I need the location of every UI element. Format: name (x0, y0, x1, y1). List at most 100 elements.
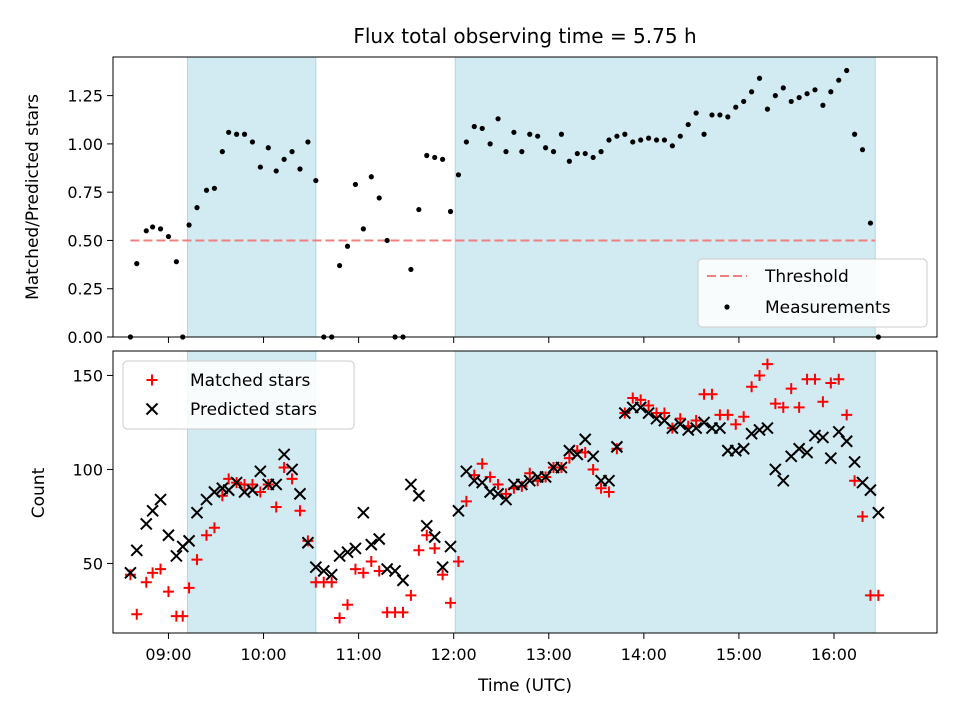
predicted-star-point (270, 478, 283, 491)
measurement-point (535, 133, 541, 139)
matched-star-point (674, 413, 686, 425)
legend-threshold-label: Threshold (764, 267, 849, 287)
matched-star-point (746, 381, 758, 393)
measurement-point (844, 67, 850, 74)
measurement-point (265, 145, 271, 151)
x-axis-label: Time (UTC) (477, 676, 572, 696)
predicted-star-point (325, 568, 338, 581)
measurement-point (376, 195, 382, 201)
matched-star-point (183, 582, 195, 594)
measurement-point (241, 131, 248, 137)
matched-star-point (294, 505, 306, 517)
matched-star-point (754, 369, 766, 381)
matched-star-point (208, 522, 220, 534)
measurement-point (471, 123, 477, 130)
measurement-point (360, 226, 366, 232)
measurement-point (305, 139, 311, 145)
matched-star-point (155, 563, 167, 575)
top-y-ticks: 0.00 0.25 0.50 0.75 1.00 1.25 (67, 87, 113, 347)
matched-star-point (777, 401, 789, 413)
predicted-star-point (571, 448, 584, 461)
measurement-point (550, 149, 557, 155)
measurement-point (487, 141, 493, 147)
measurement-point (368, 174, 374, 180)
measurement-point (226, 129, 232, 135)
measurement-point (828, 89, 834, 95)
predicted-star-point (872, 506, 885, 519)
measurement-point (749, 89, 755, 95)
measurement-point (820, 102, 826, 108)
measurement-point (796, 94, 802, 101)
y-tick-label: 0.00 (67, 328, 103, 347)
x-tick-label: 09:00 (145, 645, 191, 664)
predicted-star-point (792, 442, 806, 455)
measurement-point (836, 77, 842, 83)
measurement-point (725, 114, 731, 120)
predicted-star-point (124, 566, 137, 580)
x-tick-label: 14:00 (621, 645, 667, 664)
measurement-point (289, 149, 295, 155)
measurement-point (337, 262, 343, 269)
top-x-ticks (167, 337, 835, 343)
predicted-star-point (349, 542, 362, 555)
predicted-star-point (713, 421, 727, 435)
measurement-point (408, 266, 414, 273)
matched-star-point (334, 612, 346, 624)
predicted-star-point (309, 560, 323, 574)
matched-star-point (730, 418, 742, 430)
measurement-point (249, 139, 256, 145)
matched-star-point (761, 358, 773, 370)
matched-star-point (365, 556, 377, 568)
predicted-star-point (404, 478, 418, 491)
measurement-point (614, 133, 620, 139)
measurement-point (717, 112, 723, 118)
measurement-point (511, 129, 517, 135)
measurement-point (661, 137, 668, 143)
bottom-y-axis-label: Count (29, 467, 49, 518)
measurement-point (859, 147, 866, 153)
matched-star-point (326, 576, 338, 588)
measurement-point (653, 137, 660, 143)
matched-star-point (785, 383, 797, 395)
measurement-point (313, 177, 319, 184)
measurement-point (582, 150, 588, 157)
y-tick-label: 1.25 (67, 87, 103, 106)
matched-star-point (643, 400, 655, 412)
predicted-star-point (800, 446, 814, 459)
measurement-point (273, 168, 279, 174)
predicted-star-point (170, 549, 183, 563)
matched-star-point (635, 394, 647, 406)
predicted-star-point (769, 463, 782, 476)
predicted-star-point (610, 440, 624, 454)
measurement-point (804, 91, 810, 97)
measurement-point (519, 149, 525, 155)
measurement-point (384, 237, 390, 244)
matched-star-point (405, 589, 417, 601)
measurement-point (203, 187, 210, 193)
matched-star-point (373, 565, 385, 577)
legend-measurement-swatch (724, 304, 730, 310)
matched-star-point (147, 567, 159, 579)
predicted-star-point (420, 519, 433, 533)
matched-star-point (627, 392, 639, 404)
matched-star-point (849, 475, 861, 487)
predicted-star-point (666, 421, 679, 435)
matched-star-point (270, 501, 282, 513)
matched-star-point (140, 576, 152, 588)
measurement-point (234, 131, 240, 137)
measurement-point (503, 149, 509, 155)
legend-matched-marker (146, 374, 158, 386)
matched-star-point (587, 463, 599, 475)
predicted-star-point (452, 504, 465, 518)
predicted-star-point (146, 504, 159, 518)
measurement-points (127, 67, 881, 340)
measurement-point (558, 131, 565, 137)
matched-star-point (690, 415, 702, 427)
predicted-star-point (642, 406, 655, 420)
measurement-point (764, 106, 771, 112)
predicted-star-point (277, 448, 291, 461)
predicted-star-point (333, 549, 346, 563)
predicted-star-point (130, 544, 143, 557)
predicted-star-point (761, 421, 774, 435)
